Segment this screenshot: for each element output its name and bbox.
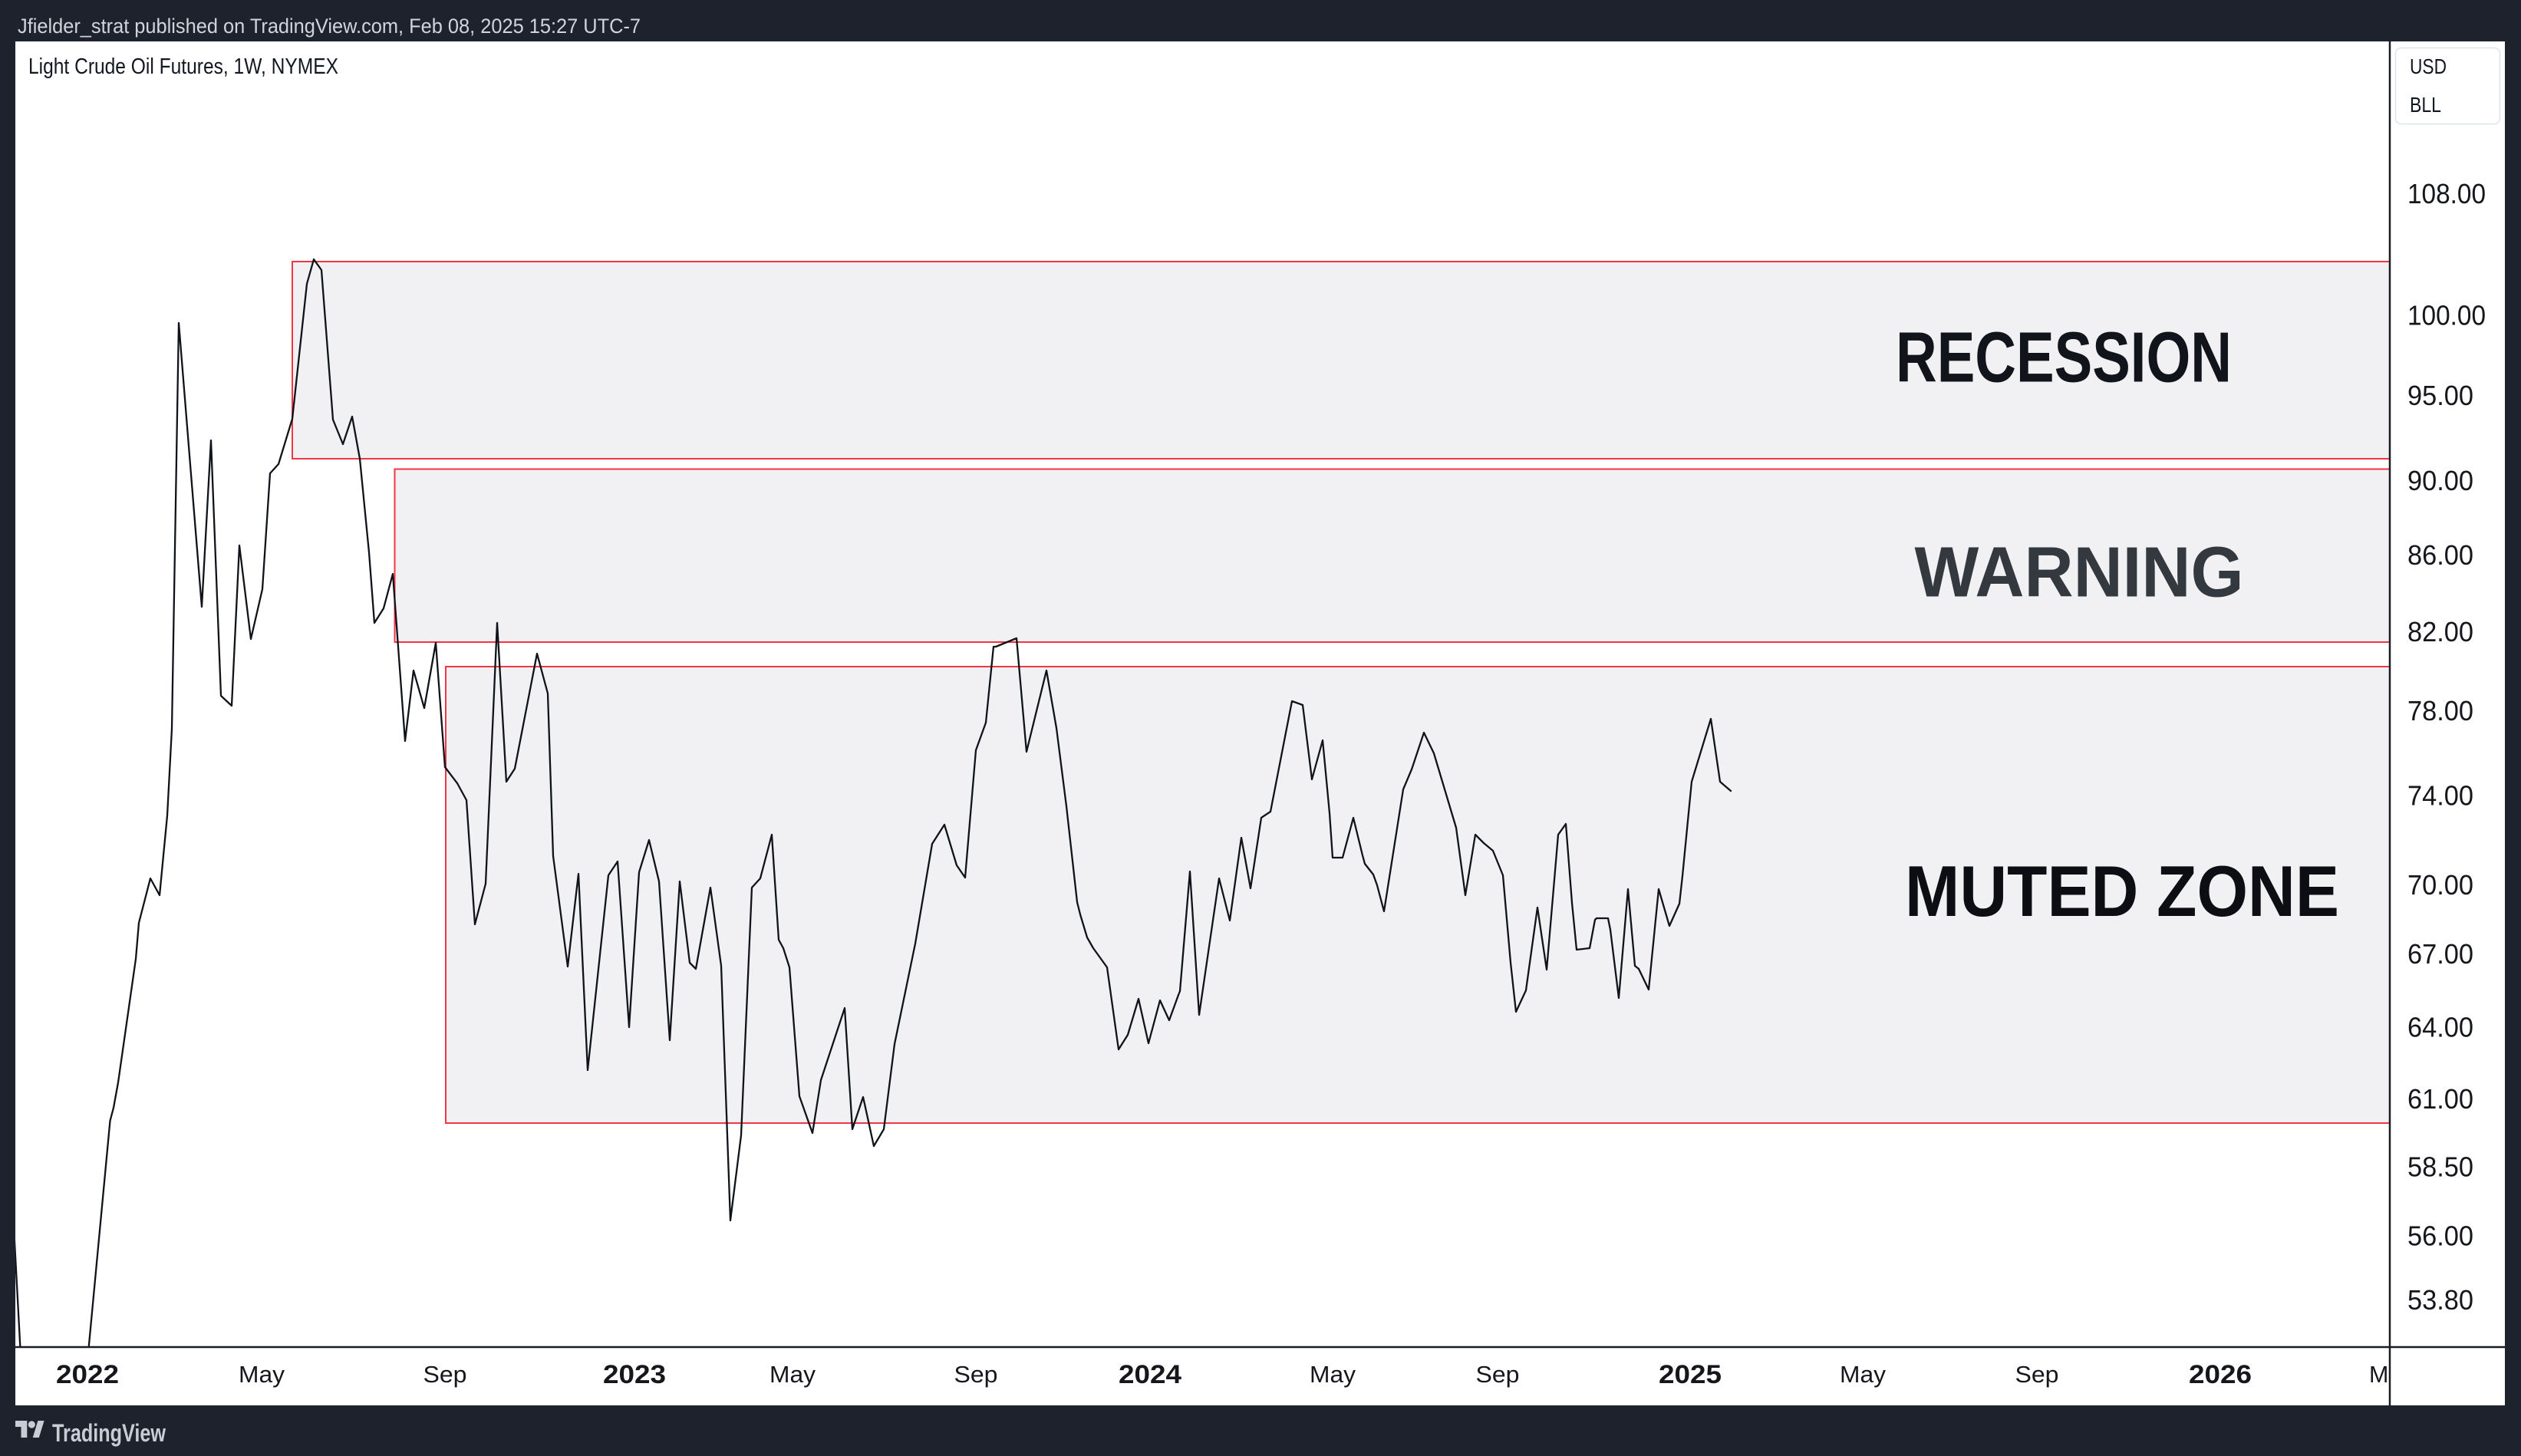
svg-text:May: May bbox=[769, 1362, 816, 1388]
svg-text:May: May bbox=[1310, 1362, 1356, 1388]
svg-text:2022: 2022 bbox=[56, 1360, 119, 1389]
svg-text:70.00: 70.00 bbox=[2407, 869, 2473, 901]
svg-text:Sep: Sep bbox=[2015, 1362, 2059, 1388]
svg-text:USD: USD bbox=[2410, 54, 2447, 78]
svg-text:90.00: 90.00 bbox=[2407, 465, 2473, 496]
svg-text:2026: 2026 bbox=[2189, 1360, 2252, 1389]
svg-text:2024: 2024 bbox=[1119, 1360, 1181, 1389]
svg-text:108.00: 108.00 bbox=[2407, 178, 2486, 209]
svg-text:Light Crude Oil Futures, 1W, N: Light Crude Oil Futures, 1W, NYMEX bbox=[28, 54, 338, 79]
svg-text:95.00: 95.00 bbox=[2407, 380, 2473, 411]
svg-text:53.80: 53.80 bbox=[2407, 1284, 2473, 1316]
svg-text:64.00: 64.00 bbox=[2407, 1011, 2473, 1043]
svg-text:58.50: 58.50 bbox=[2407, 1151, 2473, 1183]
svg-text:May: May bbox=[1840, 1362, 1887, 1388]
svg-text:78.00: 78.00 bbox=[2407, 695, 2473, 726]
svg-text:82.00: 82.00 bbox=[2407, 616, 2473, 647]
svg-text:Sep: Sep bbox=[954, 1362, 998, 1388]
svg-text:86.00: 86.00 bbox=[2407, 539, 2473, 571]
svg-text:100.00: 100.00 bbox=[2407, 299, 2486, 331]
svg-text:M: M bbox=[2369, 1362, 2388, 1388]
svg-text:BLL: BLL bbox=[2410, 93, 2441, 117]
svg-text:Sep: Sep bbox=[1476, 1362, 1520, 1388]
svg-text:WARNING: WARNING bbox=[1915, 532, 2244, 612]
svg-text:TradingView: TradingView bbox=[52, 1419, 166, 1447]
svg-text:Sep: Sep bbox=[423, 1362, 467, 1388]
svg-text:May: May bbox=[239, 1362, 285, 1388]
svg-text:74.00: 74.00 bbox=[2407, 779, 2473, 811]
svg-text:Jfielder_strat published on Tr: Jfielder_strat published on TradingView.… bbox=[18, 15, 641, 38]
svg-text:2023: 2023 bbox=[603, 1360, 666, 1389]
svg-text:RECESSION: RECESSION bbox=[1896, 318, 2232, 397]
svg-text:61.00: 61.00 bbox=[2407, 1083, 2473, 1115]
svg-text:56.00: 56.00 bbox=[2407, 1220, 2473, 1251]
svg-text:67.00: 67.00 bbox=[2407, 938, 2473, 970]
svg-text:MUTED ZONE: MUTED ZONE bbox=[1905, 851, 2339, 931]
svg-text:2025: 2025 bbox=[1659, 1360, 1722, 1389]
